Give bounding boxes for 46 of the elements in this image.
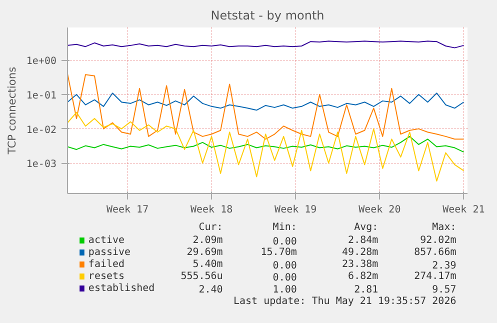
y-tick-label: 1e-01 bbox=[26, 90, 57, 102]
text: 23.38m bbox=[342, 259, 378, 270]
x-tick-label: Week 19 bbox=[274, 204, 317, 216]
text: Avg: bbox=[354, 222, 378, 233]
y-tick-label: 1e+00 bbox=[26, 56, 57, 68]
text: Min: bbox=[272, 222, 297, 233]
y-tick-label: 1e-03 bbox=[26, 159, 57, 170]
line-series bbox=[68, 92, 464, 111]
legend-label: established bbox=[88, 283, 155, 294]
chart-title: Netstat - by month bbox=[210, 8, 324, 22]
line-series bbox=[68, 136, 464, 153]
text: 15.70m bbox=[260, 247, 297, 258]
line-series bbox=[68, 112, 464, 182]
x-tick-label: Week 18 bbox=[190, 204, 233, 216]
x-tick-label: Week 20 bbox=[358, 204, 401, 216]
text: 1.00 bbox=[272, 284, 297, 296]
line-series bbox=[68, 73, 464, 140]
x-tick-label: Week 21 bbox=[442, 204, 485, 216]
y-axis-title: TCP connections bbox=[5, 66, 18, 156]
legend-label: active bbox=[88, 235, 125, 246]
text: 5.40m bbox=[192, 259, 223, 270]
legend-label: passive bbox=[88, 247, 131, 258]
text: 2.39 bbox=[432, 260, 456, 272]
text: 9.57 bbox=[432, 284, 456, 296]
line-series bbox=[68, 40, 464, 48]
y-tick-label: 1e-02 bbox=[26, 124, 57, 136]
legend-label: failed bbox=[88, 259, 125, 270]
text: 0.00 bbox=[272, 272, 297, 284]
legend-label: resets bbox=[88, 271, 125, 282]
text: 2.81 bbox=[354, 284, 378, 296]
text: 2.09m bbox=[192, 235, 223, 246]
text: 6.82m bbox=[348, 271, 378, 282]
x-tick-label: Week 17 bbox=[106, 204, 149, 216]
text: 555.56u bbox=[180, 271, 223, 282]
text: 2.40 bbox=[198, 284, 223, 296]
text: Cur: bbox=[198, 222, 223, 233]
text: 49.28m bbox=[342, 247, 378, 258]
text: 0.00 bbox=[272, 260, 297, 272]
text: Last update: Thu May 21 19:35:57 2026 bbox=[233, 296, 456, 307]
text: 92.02m bbox=[420, 235, 456, 246]
text: 857.66m bbox=[414, 247, 456, 258]
text: Max: bbox=[432, 222, 456, 233]
text: 274.17m bbox=[414, 271, 456, 282]
text: 0.00 bbox=[272, 236, 297, 248]
text: 2.84m bbox=[348, 235, 378, 246]
text: 29.69m bbox=[186, 247, 223, 258]
